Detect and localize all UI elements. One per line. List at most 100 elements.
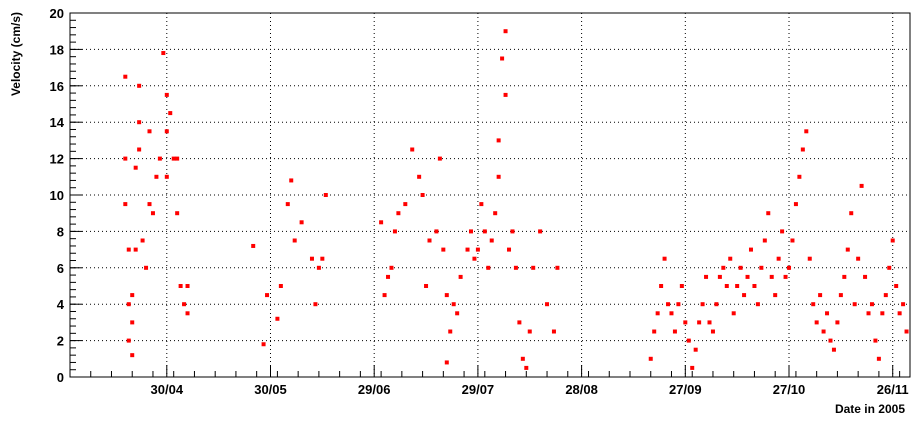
data-point bbox=[424, 284, 429, 288]
y-tick-label: 8 bbox=[57, 224, 64, 239]
data-point bbox=[123, 74, 128, 79]
data-point bbox=[182, 302, 187, 307]
data-point bbox=[790, 238, 795, 243]
data-point bbox=[448, 329, 453, 334]
data-point bbox=[776, 256, 781, 261]
data-point bbox=[123, 156, 128, 161]
data-point bbox=[780, 229, 785, 234]
data-point bbox=[451, 302, 456, 307]
data-point bbox=[700, 302, 705, 307]
data-point bbox=[171, 156, 176, 161]
data-point bbox=[444, 293, 449, 298]
data-point bbox=[265, 293, 270, 298]
data-point bbox=[856, 256, 861, 261]
data-point bbox=[545, 302, 550, 307]
data-point bbox=[164, 174, 169, 179]
data-point bbox=[313, 302, 318, 307]
data-point bbox=[811, 302, 816, 307]
data-point bbox=[849, 211, 854, 216]
data-point bbox=[876, 356, 881, 361]
data-point bbox=[261, 342, 266, 347]
data-point bbox=[894, 284, 899, 288]
data-point bbox=[486, 265, 491, 270]
data-point bbox=[714, 302, 719, 307]
data-point bbox=[800, 147, 805, 152]
y-tick-label: 4 bbox=[57, 297, 65, 312]
data-point bbox=[299, 220, 304, 225]
data-point bbox=[292, 238, 297, 243]
data-point bbox=[126, 247, 131, 252]
data-point bbox=[880, 311, 885, 316]
data-point bbox=[161, 51, 166, 56]
y-tick-label: 12 bbox=[50, 152, 64, 167]
data-point bbox=[769, 274, 774, 279]
data-point bbox=[379, 220, 384, 225]
data-point bbox=[503, 92, 508, 97]
data-point bbox=[320, 256, 325, 261]
data-point bbox=[503, 29, 508, 34]
data-point bbox=[465, 247, 470, 252]
y-tick-label: 14 bbox=[50, 115, 65, 130]
data-point bbox=[510, 229, 515, 234]
x-tick-label: 28/08 bbox=[565, 382, 598, 397]
data-point bbox=[717, 274, 722, 279]
data-point bbox=[648, 356, 653, 361]
data-point bbox=[762, 238, 767, 243]
data-point bbox=[517, 320, 522, 325]
data-point bbox=[897, 311, 902, 316]
data-point bbox=[752, 284, 757, 288]
data-point bbox=[133, 247, 138, 252]
data-point bbox=[126, 338, 131, 343]
data-point bbox=[458, 274, 463, 279]
data-point bbox=[901, 302, 906, 307]
data-point bbox=[787, 265, 792, 270]
data-point bbox=[735, 284, 740, 288]
data-point bbox=[475, 247, 480, 252]
data-point bbox=[154, 174, 159, 179]
data-point bbox=[659, 284, 664, 288]
data-point bbox=[386, 274, 391, 279]
data-point bbox=[793, 202, 798, 207]
data-point bbox=[666, 302, 671, 307]
data-point bbox=[137, 120, 142, 125]
data-point bbox=[251, 243, 256, 248]
data-point bbox=[479, 202, 484, 207]
data-point bbox=[389, 265, 394, 270]
data-point bbox=[133, 165, 138, 170]
data-point bbox=[175, 156, 180, 161]
data-point bbox=[679, 284, 684, 288]
data-point bbox=[278, 284, 283, 288]
data-point bbox=[493, 211, 498, 216]
data-point bbox=[126, 302, 131, 307]
data-point bbox=[185, 284, 190, 288]
data-point bbox=[289, 178, 294, 183]
data-point bbox=[164, 92, 169, 97]
data-point bbox=[123, 202, 128, 207]
y-tick-label: 6 bbox=[57, 261, 64, 276]
data-point bbox=[444, 360, 449, 365]
data-point bbox=[672, 329, 677, 334]
data-point bbox=[866, 311, 871, 316]
data-point bbox=[690, 365, 695, 370]
data-point bbox=[773, 293, 778, 298]
data-point bbox=[524, 365, 529, 370]
y-tick-label: 2 bbox=[57, 334, 64, 349]
data-point bbox=[721, 265, 726, 270]
data-point bbox=[427, 238, 432, 243]
y-tick-label: 18 bbox=[50, 42, 64, 57]
axes: 0 2 4 6 8 10 12 14 16 18 20 30/04 30/05 29/06 29/07 28/… bbox=[50, 6, 911, 397]
data-point bbox=[396, 211, 401, 216]
data-point bbox=[814, 320, 819, 325]
data-point bbox=[527, 329, 532, 334]
data-point bbox=[728, 256, 733, 261]
data-point bbox=[275, 316, 280, 321]
data-point bbox=[697, 320, 702, 325]
data-point bbox=[137, 147, 142, 152]
data-point bbox=[904, 329, 909, 334]
data-points bbox=[123, 29, 909, 370]
data-point bbox=[500, 56, 505, 61]
data-point bbox=[178, 284, 183, 288]
data-point bbox=[468, 229, 473, 234]
data-point bbox=[686, 338, 691, 343]
